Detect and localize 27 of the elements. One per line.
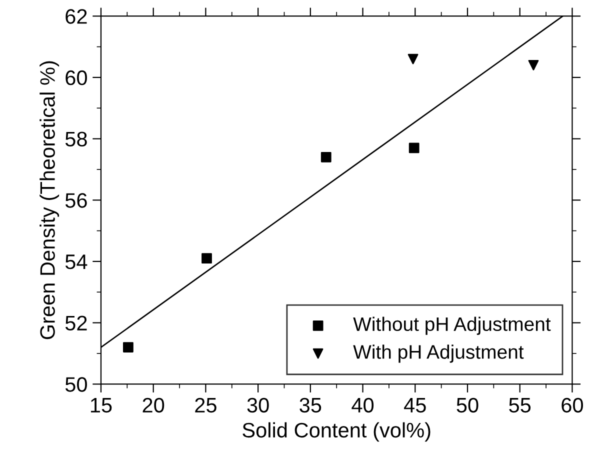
x-tick-label: 20 [142,398,164,413]
x-tick-label: 40 [352,398,374,413]
x-tick-label: 55 [509,398,531,413]
x-tick-label: 60 [562,398,583,413]
legend-label: With pH Adjustment [353,344,524,363]
point [408,142,420,154]
x-tick-label: 30 [247,398,269,413]
x-tick-label: 25 [195,398,216,413]
y-tick-label: 50 [65,377,87,392]
y-axis-title: Green Density (Theoretical %) [40,61,60,340]
y-tick-label: 52 [65,316,87,331]
y-tick-label: 58 [65,132,87,147]
x-tick-label: 45 [404,398,426,413]
point [123,342,134,352]
x-tick-label: 15 [90,398,112,413]
y-tick-label: 62 [66,9,87,24]
point [320,152,332,162]
point [408,54,418,64]
x-axis-title: Solid Content (vol%) [242,422,430,442]
legend-label: Without pH Adjustment [353,316,551,335]
y-tick-label: 54 [65,254,88,270]
x-tick-label: 35 [300,398,322,413]
point [528,60,539,70]
y-tick-label: 56 [65,193,87,208]
x-tick-label: 50 [456,398,478,413]
point [202,253,212,264]
y-tick-label: 60 [66,70,87,86]
